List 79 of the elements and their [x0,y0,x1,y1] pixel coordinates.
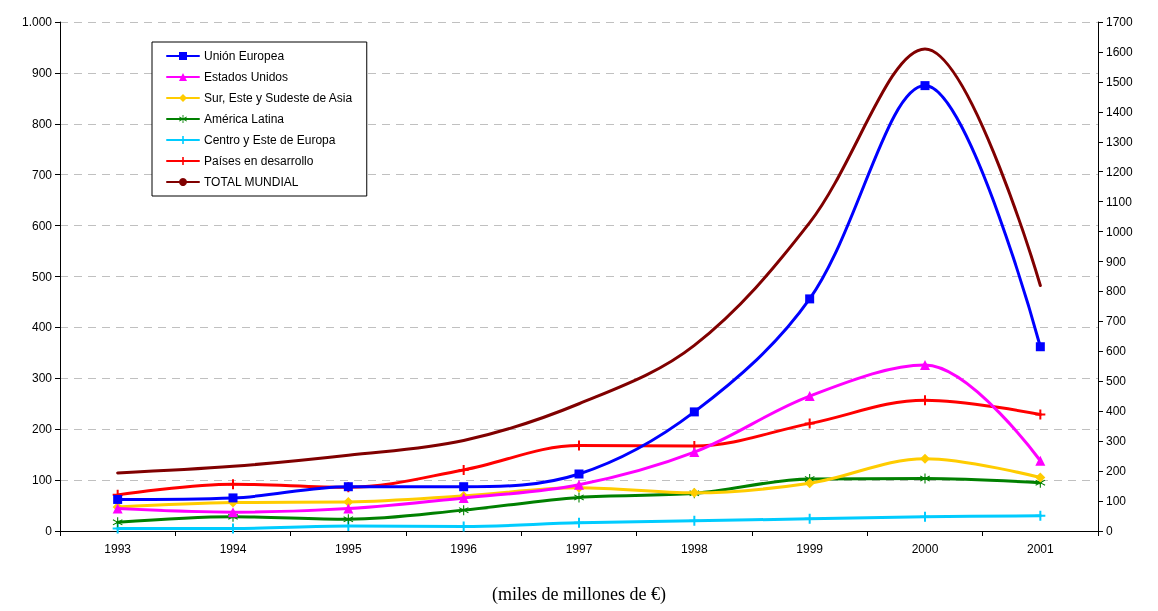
y2-tick-label: 1400 [1106,104,1134,119]
point [920,511,930,522]
point [343,496,354,507]
point [343,514,354,525]
y2-tick-label: 600 [1106,344,1127,359]
y-tick-label: 200 [31,422,53,437]
y2-tick-label: 800 [1106,284,1127,299]
y-tick-label: 600 [31,218,53,233]
point [1035,409,1046,420]
y2-tick-label: 400 [1106,404,1127,419]
point [113,494,123,504]
y2-tick-label: 100 [1106,494,1127,509]
x-tick-label: 1999 [796,542,824,556]
y2-tick-label: 1100 [1106,194,1133,209]
point [1035,510,1046,521]
point [804,513,815,524]
y-tick-label: 400 [31,320,53,335]
x-tick-label: 2000 [911,542,939,556]
y2-tick-label: 700 [1106,314,1127,329]
point [804,418,815,429]
point [574,469,584,479]
point [343,503,354,514]
point [1035,455,1046,466]
legend-label: Estados Unidos [204,70,289,84]
y2-tick-label: 1000 [1106,224,1134,239]
legend-label: TOTAL MUNDIAL [204,175,299,189]
y2-tick-label: 0 [1106,524,1113,538]
y2-tick-label: 1200 [1106,164,1134,179]
point [574,492,584,503]
point [689,407,699,417]
point [228,507,238,518]
point [458,464,469,475]
point [574,517,584,528]
point [689,515,700,526]
y-tick-label: 700 [31,167,53,182]
point [804,391,815,402]
y-tick-label: 800 [31,116,53,131]
y-tick-label: 900 [31,65,53,80]
y2-tick-label: 200 [1106,464,1127,479]
point [920,81,930,91]
point [228,479,238,490]
y2-tick-label: 500 [1106,374,1127,389]
legend-label: América Latina [204,112,285,126]
x-tick-label: 1995 [334,542,362,556]
point [1035,472,1046,483]
point [920,453,930,464]
y-tick-label: 1.000 [21,15,53,29]
y2-tick-label: 300 [1106,434,1127,449]
y2-tick-label: 1500 [1106,74,1134,89]
point [458,505,469,516]
point [459,482,469,492]
x-tick-label: 1997 [565,542,593,556]
point [804,478,815,489]
point [1035,342,1045,352]
y2-tick-label: 1600 [1106,44,1134,59]
x-tick-label: 1993 [104,542,132,556]
y-tick-label: 500 [31,269,53,284]
y-tick-label: 300 [31,371,53,386]
x-tick-label: 1996 [450,542,478,556]
x-tick-label: 1994 [219,542,247,556]
point [805,294,815,304]
y-tick-label: 100 [31,473,53,488]
y2-tick-label: 900 [1106,254,1127,269]
y2-tick-label: 1300 [1106,134,1134,149]
point [689,447,700,458]
legend-label: Unión Europea [204,49,285,63]
legend-label: Centro y Este de Europa [204,133,336,147]
point [112,517,123,528]
legend-label: Países en desarrollo [204,154,314,168]
y2-tick-label: 1700 [1106,15,1134,29]
point [920,395,930,406]
point [228,493,238,503]
point [920,473,930,484]
legend-label: Sur, Este y Sudeste de Asia [204,91,353,105]
text: (miles de millones de €) [492,584,666,605]
x-tick-label: 1998 [680,542,708,556]
x-tick-label: 2001 [1026,542,1054,556]
point [920,360,930,371]
y-tick-label: 0 [45,524,53,538]
